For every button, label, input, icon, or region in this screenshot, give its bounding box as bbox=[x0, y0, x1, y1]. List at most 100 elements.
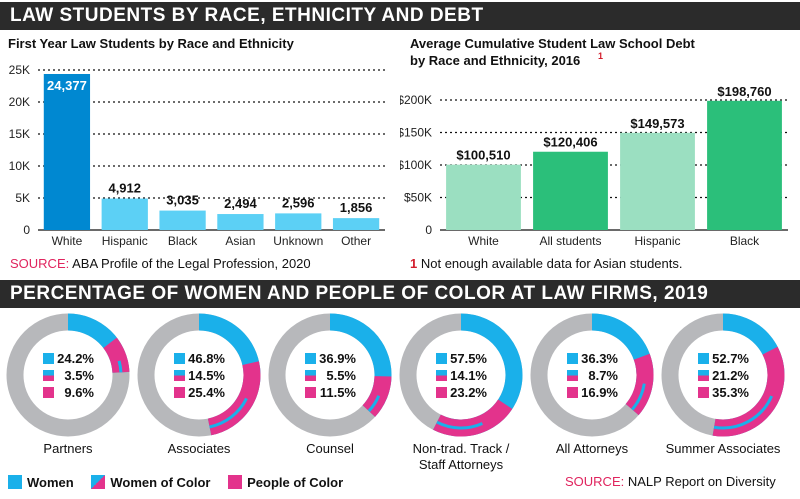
y-tick-label: 0 bbox=[425, 223, 432, 237]
x-tick-label: White bbox=[52, 234, 83, 248]
bar-value-label: 2,596 bbox=[282, 195, 315, 210]
y-tick-label: 10K bbox=[9, 159, 30, 173]
women-swatch bbox=[436, 353, 447, 364]
x-tick-label: All students bbox=[539, 234, 601, 248]
donut-value-label: 11.5% bbox=[320, 385, 357, 400]
women-swatch bbox=[698, 353, 709, 364]
women-of-color-stripe bbox=[117, 360, 123, 373]
women-of-color-swatch-lower bbox=[436, 375, 447, 381]
women-of-color-stripe bbox=[436, 420, 483, 430]
source-key: SOURCE: bbox=[565, 474, 625, 489]
enrollment-source: SOURCE: ABA Profile of the Legal Profess… bbox=[10, 256, 311, 271]
women-swatch bbox=[8, 475, 22, 489]
donut-caption: Summer Associates bbox=[666, 441, 781, 456]
chart-title-line: by Race and Ethnicity, 2016 bbox=[410, 53, 580, 68]
donut-value-label: 16.9% bbox=[581, 385, 618, 400]
source-key: SOURCE: bbox=[10, 256, 70, 271]
bar bbox=[707, 100, 782, 230]
x-tick-label: Asian bbox=[225, 234, 255, 248]
women-of-color-swatch-lower bbox=[305, 375, 316, 381]
people-of-color-swatch bbox=[436, 387, 447, 398]
donut-caption: Counsel bbox=[306, 441, 354, 456]
chart-title: First Year Law Students by Race and Ethn… bbox=[8, 36, 295, 51]
y-tick-label: $50K bbox=[404, 191, 432, 205]
footnote-number: 1 bbox=[410, 256, 418, 271]
people-of-color-swatch bbox=[43, 387, 54, 398]
bar bbox=[332, 218, 380, 230]
donut-value-label: 25.4% bbox=[188, 385, 225, 400]
source-text: ABA Profile of the Legal Profession, 202… bbox=[72, 256, 311, 271]
y-tick-label: 25K bbox=[9, 63, 30, 77]
donut-caption: Associates bbox=[168, 441, 231, 456]
footnote-text: Not enough available data for Asian stud… bbox=[420, 256, 683, 271]
women-of-color-stripe bbox=[209, 397, 248, 429]
people-of-color-swatch bbox=[228, 475, 243, 489]
bar-value-label: $198,760 bbox=[717, 84, 771, 99]
legend-women: Women bbox=[8, 475, 74, 490]
donut-caption: Staff Attorneys bbox=[419, 457, 504, 472]
debt-bar-chart: Average Cumulative Student Law School De… bbox=[400, 36, 788, 248]
bar-value-label: $149,573 bbox=[630, 116, 684, 131]
donut-value-label: 36.9% bbox=[319, 351, 356, 366]
donut-summer-associates: 52.7% 21.2% 35.3% Summer Associates bbox=[661, 313, 785, 456]
donut-value-label: 52.7% bbox=[712, 351, 749, 366]
donut-value-label: 14.5% bbox=[188, 368, 225, 383]
chart-title-line: Average Cumulative Student Law School De… bbox=[410, 36, 696, 51]
donut-caption: Non-trad. Track / bbox=[413, 441, 510, 456]
bar-value-label: $120,406 bbox=[543, 135, 597, 150]
x-tick-label: Hispanic bbox=[102, 234, 148, 248]
donut-caption: Partners bbox=[43, 441, 93, 456]
y-tick-label: 20K bbox=[9, 95, 30, 109]
donut-value-label: 9.6% bbox=[64, 385, 94, 400]
bar-value-label: 2,494 bbox=[224, 196, 257, 211]
women-of-color-swatch-lower bbox=[698, 375, 709, 381]
donut-all-attorneys: 36.3% 8.7% 16.9% All Attorneys bbox=[530, 313, 654, 456]
people-of-color-swatch bbox=[174, 387, 185, 398]
debt-footnote: 1 Not enough available data for Asian st… bbox=[410, 256, 682, 271]
donut-associates: 46.8% 14.5% 25.4% Associates bbox=[137, 313, 261, 456]
bar-value-label: 4,912 bbox=[108, 181, 141, 196]
enrollment-bar-chart: First Year Law Students by Race and Ethn… bbox=[8, 36, 385, 248]
source-text: NALP Report on Diversity bbox=[627, 474, 776, 489]
legend-people-of-color: People of Color bbox=[228, 475, 343, 490]
legend-women-of-color: Women of Color bbox=[91, 475, 210, 490]
donut-value-label: 3.5% bbox=[64, 368, 94, 383]
bar-value-label: 1,856 bbox=[340, 200, 373, 215]
donut-value-label: 14.1% bbox=[450, 368, 487, 383]
women-of-color-swatch bbox=[91, 475, 106, 489]
donut-value-label: 35.3% bbox=[712, 385, 749, 400]
donut-non-trad-track-staff-attorneys: 57.5% 14.1% 23.2% Non-trad. Track /Staff At… bbox=[399, 313, 523, 472]
y-tick-label: 0 bbox=[23, 223, 30, 237]
donut-value-label: 5.5% bbox=[326, 368, 356, 383]
bar bbox=[159, 210, 206, 230]
women-of-color-swatch-lower bbox=[567, 375, 578, 381]
bar bbox=[101, 198, 148, 230]
bar bbox=[620, 132, 695, 230]
x-tick-label: Other bbox=[341, 234, 371, 248]
people-of-color-swatch bbox=[305, 387, 316, 398]
section-header-students: LAW STUDENTS BY RACE, ETHNICITY AND DEBT bbox=[0, 2, 800, 30]
y-tick-label: $200K bbox=[400, 93, 432, 107]
x-tick-label: Hispanic bbox=[634, 234, 680, 248]
women-swatch bbox=[305, 353, 316, 364]
donut-counsel: 36.9% 5.5% 11.5% Counsel bbox=[268, 313, 392, 456]
bar-value-label: 3,035 bbox=[166, 193, 199, 208]
x-tick-label: White bbox=[468, 234, 499, 248]
donut-value-label: 21.2% bbox=[712, 368, 749, 383]
people-of-color-arc bbox=[362, 375, 392, 417]
women-swatch bbox=[43, 353, 54, 364]
x-tick-label: Black bbox=[168, 234, 198, 248]
section-header-firms: PERCENTAGE OF WOMEN AND PEOPLE OF COLOR … bbox=[0, 280, 800, 308]
women-of-color-stripe bbox=[713, 395, 774, 430]
x-tick-label: Black bbox=[730, 234, 760, 248]
women-of-color-stripe bbox=[367, 395, 381, 413]
title-footnote-marker: 1 bbox=[598, 51, 603, 61]
donut-value-label: 36.3% bbox=[581, 351, 618, 366]
legend: Women Women of Color People of Color bbox=[8, 475, 343, 490]
women-swatch bbox=[174, 353, 185, 364]
donut-charts: 24.2% 3.5% 9.6% Partners 46.8% 14.5% 25.4% Asso… bbox=[6, 313, 785, 472]
people-of-color-swatch bbox=[698, 387, 709, 398]
women-of-color-stripe bbox=[631, 383, 646, 411]
women-of-color-swatch-lower bbox=[43, 375, 54, 381]
x-tick-label: Unknown bbox=[273, 234, 323, 248]
